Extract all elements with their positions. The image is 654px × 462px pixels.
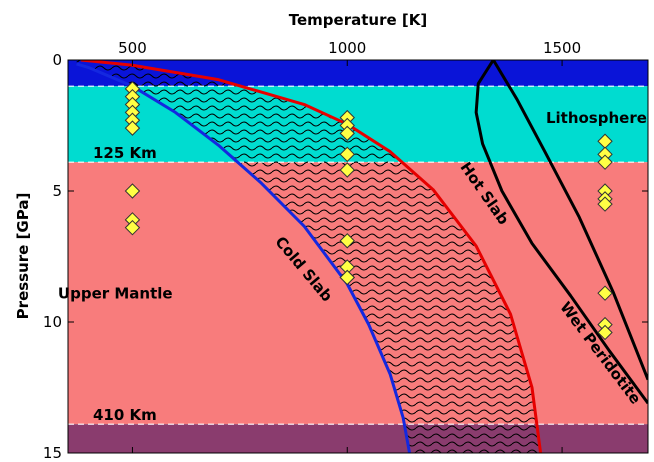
layer-transition-zone <box>68 424 648 453</box>
x-tick-label: 500 <box>118 39 147 57</box>
data-point <box>339 146 355 163</box>
data-point <box>597 196 613 212</box>
data-point <box>124 219 141 236</box>
series-line-unlabeled <box>492 60 648 381</box>
series-line-cold-slab <box>76 62 412 453</box>
hatched-region <box>76 60 541 453</box>
data-point <box>339 233 355 249</box>
axes: 500 1000 1500 0 5 10 15 <box>43 39 648 462</box>
data-point <box>124 183 141 199</box>
scatter-points <box>124 81 613 341</box>
wavy-hatch-area <box>76 60 541 453</box>
x-axis-title: Temperature [K] <box>289 11 427 29</box>
data-point <box>597 154 613 170</box>
boundary-label: 410 Km <box>93 406 157 424</box>
background-layers <box>68 60 648 453</box>
series-line-hot-slab <box>80 60 543 453</box>
y-tick-label: 5 <box>52 182 62 200</box>
data-point <box>339 162 355 178</box>
region-label: Upper Mantle <box>58 284 173 302</box>
y-axis-title: Pressure [GPa] <box>14 193 32 320</box>
x-tick-label: 1000 <box>328 39 366 57</box>
data-point <box>339 269 355 286</box>
y-tick-label: 0 <box>52 51 62 69</box>
data-point <box>597 324 613 341</box>
y-tick-label: 15 <box>43 444 62 462</box>
data-point <box>124 120 141 136</box>
x-tick-label: 1500 <box>543 39 581 57</box>
data-point <box>597 285 613 301</box>
data-point <box>339 125 355 142</box>
series-line-wet-peridotite <box>474 60 648 405</box>
plot-frame <box>67 59 649 454</box>
region-label: Lithosphere <box>546 109 647 127</box>
y-tick-label: 10 <box>43 313 62 331</box>
boundary-label: 125 Km <box>93 144 157 162</box>
series-lines <box>76 60 648 453</box>
